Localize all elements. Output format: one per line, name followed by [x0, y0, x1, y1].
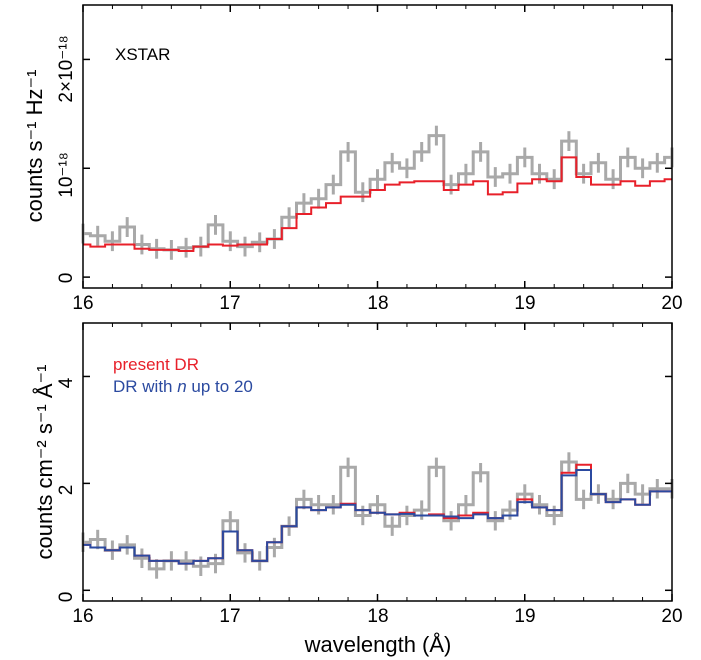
bottom-series-model-blue [83, 469, 672, 565]
top-x-tick-label-1: 17 [219, 293, 240, 314]
top-y-tick-label-2: 2×10⁻¹⁸ [56, 35, 77, 102]
bottom-x-tick-label-1: 17 [219, 606, 240, 627]
legend-entry-dr-n20-part1: DR with [113, 377, 177, 396]
legend-entry-dr-n20: DR with n up to 20 [113, 377, 253, 396]
bottom-x-tick-label-2: 18 [367, 606, 388, 627]
top-x-tick-label-4: 20 [661, 293, 682, 314]
top-y-axis-title: counts s⁻¹ Hz⁻¹ [22, 70, 47, 223]
bottom-y-tick-label-2: 4 [56, 377, 77, 388]
top-panel: XSTAR counts s⁻¹ Hz⁻¹ 16 17 18 19 20 0 1… [22, 4, 683, 314]
legend: present DR DR with n up to 20 [113, 355, 253, 396]
top-y-tick-label-0: 0 [56, 273, 77, 284]
top-x-tick-label-3: 19 [514, 293, 535, 314]
x-axis-title: wavelength (Å) [304, 632, 452, 657]
legend-entry-dr-n20-part2: up to 20 [187, 377, 253, 396]
bottom-x-tick-label-3: 19 [514, 606, 535, 627]
top-series-layer [81, 125, 674, 260]
top-ticks-layer [82, 5, 673, 288]
bottom-panel: present DR DR with n up to 20 counts cm⁻… [32, 322, 683, 657]
bottom-y-tick-label-0: 0 [56, 592, 77, 603]
bottom-x-tick-label-4: 20 [661, 606, 682, 627]
bottom-ticks-layer [82, 323, 673, 601]
top-x-tick-label-0: 16 [72, 293, 93, 314]
bottom-x-tick-label-0: 16 [72, 606, 93, 627]
top-x-tick-label-2: 18 [367, 293, 388, 314]
legend-entry-dr-n20-italic: n [177, 377, 186, 396]
bottom-y-axis-title: counts cm⁻² s⁻¹ Å⁻¹ [32, 365, 57, 560]
top-series-model-red [83, 156, 672, 252]
top-series-data [83, 134, 672, 252]
top-y-tick-label-1: 10⁻¹⁸ [56, 152, 77, 198]
legend-entry-present-dr: present DR [113, 355, 199, 374]
bottom-series-layer [81, 452, 674, 579]
bottom-y-tick-label-1: 2 [56, 485, 77, 496]
top-annotation-label: XSTAR [115, 45, 170, 64]
